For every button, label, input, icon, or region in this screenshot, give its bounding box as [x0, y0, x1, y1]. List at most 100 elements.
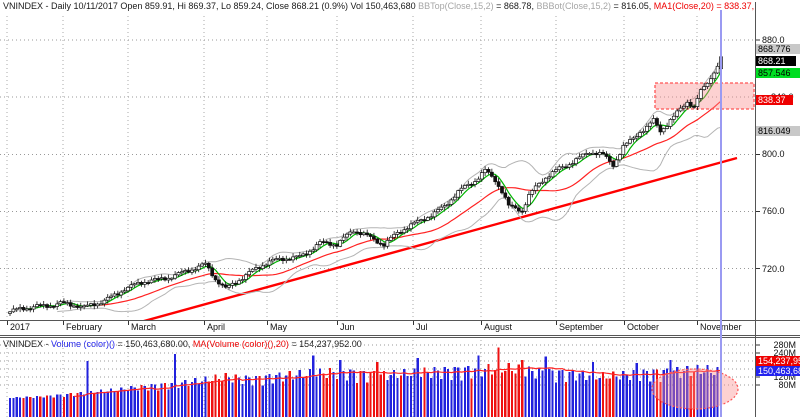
- month-label[interactable]: September: [559, 322, 604, 332]
- volume-bar: [25, 396, 28, 417]
- volume-bar: [447, 368, 450, 417]
- volume-bar: [389, 374, 392, 417]
- candle-body: [486, 169, 491, 173]
- candle-body: [584, 153, 589, 155]
- candle-body: [516, 207, 521, 212]
- candle-body: [554, 169, 558, 172]
- candle-body: [129, 284, 134, 288]
- candle-body: [260, 265, 265, 269]
- volume-value-badge: 154,237,952.00: [756, 356, 800, 366]
- month-label[interactable]: October: [627, 322, 660, 332]
- candle-body: [496, 181, 501, 187]
- candle-body: [399, 232, 403, 234]
- volume-bar: [49, 395, 52, 417]
- candle-body: [223, 284, 228, 288]
- volume-bar: [386, 379, 389, 417]
- candle-body: [8, 311, 12, 314]
- month-label[interactable]: August: [484, 322, 513, 332]
- candle-body: [547, 176, 552, 179]
- volume-bar: [22, 398, 25, 417]
- volume-bar: [194, 378, 197, 417]
- volume-bar: [450, 380, 453, 417]
- candle-body: [324, 241, 329, 244]
- volume-bar: [157, 390, 160, 417]
- date-axis-band[interactable]: [0, 320, 800, 336]
- volume-bar: [632, 370, 635, 417]
- volume-bar: [568, 371, 571, 417]
- volume-bar: [56, 394, 59, 417]
- volume-bar: [295, 375, 298, 417]
- volume-bar: [558, 370, 561, 417]
- candle-body: [109, 295, 113, 298]
- volume-bar: [89, 390, 92, 417]
- volume-bar: [153, 384, 156, 417]
- candle-body: [641, 130, 646, 133]
- volume-bar: [207, 381, 210, 417]
- month-label[interactable]: Jul: [416, 322, 428, 332]
- month-label[interactable]: April: [207, 322, 226, 332]
- volume-value: = 150,463,680.00,: [115, 339, 193, 349]
- volume-bar: [403, 369, 406, 417]
- candle-body: [65, 302, 70, 305]
- candle-body: [527, 194, 531, 206]
- volume-bar: [59, 394, 62, 417]
- candle-body: [520, 210, 525, 213]
- volume-bar: [251, 385, 254, 417]
- volume-bar: [689, 375, 692, 417]
- volume-bar: [197, 383, 200, 417]
- candle-body: [142, 282, 147, 285]
- volume-ma-line: [73, 367, 722, 397]
- candle-body: [702, 86, 707, 90]
- candle-body: [439, 206, 444, 210]
- candle-body: [132, 283, 137, 286]
- candle-body: [257, 267, 262, 269]
- price-chart[interactable]: [0, 14, 800, 320]
- volume-bar: [116, 391, 119, 417]
- volume-bar: [531, 371, 534, 417]
- candle-body: [412, 221, 417, 225]
- candle-body: [594, 152, 599, 156]
- candle-body: [648, 122, 653, 127]
- volume-bar: [258, 375, 261, 417]
- candle-body: [48, 305, 53, 308]
- volume-bar: [507, 362, 510, 417]
- month-label[interactable]: 2017: [10, 322, 31, 332]
- volume-chart[interactable]: [0, 338, 800, 417]
- candle-body: [651, 118, 656, 124]
- month-label[interactable]: February: [66, 322, 103, 332]
- volume-bar: [426, 372, 429, 417]
- candle-body: [180, 271, 184, 274]
- candle-body: [671, 115, 676, 120]
- month-label[interactable]: March: [131, 322, 157, 332]
- volume-bar: [440, 378, 443, 417]
- volume-bar: [29, 397, 32, 417]
- month-tick: [337, 321, 338, 325]
- candle-body: [432, 211, 437, 218]
- volume-bar: [120, 387, 123, 417]
- bbbot-value: = 816.05,: [611, 1, 654, 11]
- volume-bar: [494, 370, 497, 417]
- volume-bar: [480, 376, 483, 417]
- candle-body: [159, 277, 164, 280]
- volume-bar: [578, 373, 581, 417]
- month-label[interactable]: May: [270, 322, 288, 332]
- volume-bar: [500, 372, 504, 417]
- month-tick: [481, 321, 482, 325]
- candle-body: [78, 305, 83, 308]
- month-label[interactable]: Jun: [340, 322, 355, 332]
- candle-body: [540, 181, 545, 184]
- candle-body: [634, 136, 639, 139]
- candle-body: [591, 152, 595, 155]
- candle-body: [230, 282, 235, 286]
- volume-bar: [372, 371, 375, 417]
- candle-body: [597, 152, 602, 156]
- volume-bar: [703, 372, 706, 417]
- candle-body: [500, 186, 504, 194]
- volume-axis-label: 120M: [773, 372, 796, 382]
- volume-bar: [541, 370, 544, 417]
- volume-bar: [699, 373, 702, 417]
- volume-symbol-label: VNINDEX -: [3, 339, 52, 349]
- candle-body: [11, 308, 16, 313]
- candle-body: [587, 153, 592, 155]
- crosshair-cursor-line[interactable]: [720, 10, 722, 417]
